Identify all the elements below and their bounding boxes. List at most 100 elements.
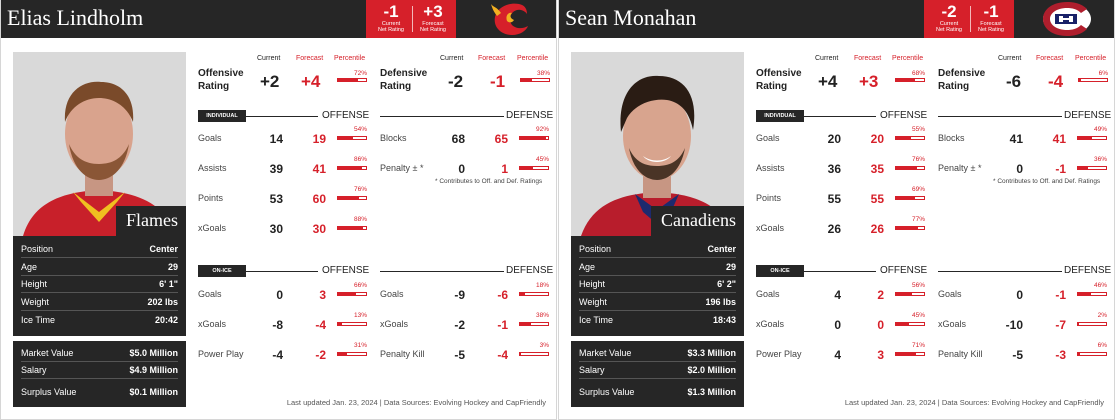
forecast-net-rating: -1 Forecast Net Rating [978, 2, 1004, 33]
on-ice-tag: ON-ICE [198, 265, 246, 277]
stat-percentile: 38% [535, 312, 549, 319]
stat-label: Penalty Kill [938, 349, 983, 359]
stat-current: 0 [1016, 162, 1023, 176]
net-rating-box: -2 Current Net Rating -1 Forecast Net Ra… [924, 0, 1014, 38]
stat-percentile-bar [519, 166, 549, 170]
stat-percentile-bar [1077, 292, 1107, 296]
stat-percentile-bar [337, 292, 367, 296]
stat-forecast: 19 [312, 132, 326, 146]
defensive-rating-forecast: -1 [490, 72, 506, 91]
contract-panel: Market Value $3.3 Million Salary $2.0 Mill… [571, 341, 744, 407]
stat-forecast: -3 [1055, 348, 1066, 362]
stat-current: 68 [451, 132, 465, 146]
stat-percentile-bar [519, 322, 549, 326]
stat-current: 0 [458, 162, 465, 176]
contract-row-surplus: Surplus Value $1.3 Million [579, 387, 736, 397]
contract-panel: Market Value $5.0 Million Salary $4.9 Mill… [13, 341, 186, 407]
stat-forecast: -1 [1055, 162, 1066, 176]
col-header-percentile: Percentile [892, 55, 924, 62]
contract-row-surplus: Surplus Value $0.1 Million [21, 387, 178, 397]
col-header-current: Current [998, 55, 1022, 62]
stat-forecast: 55 [870, 192, 884, 206]
ratings-footnote: * Contributes to Off. and Def. Ratings [993, 178, 1101, 185]
defensive-rating-current: -6 [1006, 72, 1022, 91]
info-row-weight: Weight 196 lbs [579, 297, 736, 311]
defensive-rating-bar [520, 78, 550, 82]
stat-forecast: 3 [319, 288, 326, 302]
team-name-tag: Canadiens [651, 206, 744, 236]
stat-label: Power Play [756, 349, 802, 359]
stat-percentile: 2% [1097, 312, 1107, 319]
stat-label: Penalty Kill [380, 349, 425, 359]
defensive-rating-bar [1078, 78, 1108, 82]
contract-row-salary: Salary $2.0 Million [579, 365, 736, 379]
stat-forecast: 30 [312, 222, 326, 236]
stat-forecast: 41 [312, 162, 326, 176]
footer-note: Last updated Jan. 23, 2024 | Data Source… [286, 398, 546, 407]
stat-label: xGoals [198, 319, 227, 329]
stat-percentile-bar [1077, 322, 1107, 326]
stat-percentile: 46% [1093, 282, 1107, 289]
stat-percentile: 31% [353, 342, 367, 349]
stat-percentile: 77% [911, 216, 925, 223]
stat-label: Power Play [198, 349, 244, 359]
defensive-rating-label: Defensive Rating [380, 68, 428, 92]
info-row-ice-time: Ice Time 18:43 [579, 315, 736, 325]
stat-percentile: 76% [353, 186, 367, 193]
stat-forecast: -1 [497, 318, 508, 332]
stat-percentile: 86% [353, 156, 367, 163]
on-ice-tag: ON-ICE [756, 265, 804, 277]
stat-current: 53 [269, 192, 283, 206]
stat-label: xGoals [756, 319, 785, 329]
stat-label: Points [756, 193, 782, 203]
stat-percentile: 69% [911, 186, 925, 193]
stat-percentile-bar [337, 322, 367, 326]
stat-percentile: 55% [911, 126, 925, 133]
stat-current: -4 [272, 348, 283, 362]
stat-current: -9 [454, 288, 465, 302]
offense-title: OFFENSE [880, 265, 928, 276]
col-header-forecast: Forecast [1036, 55, 1064, 62]
individual-tag: INDIVIDUAL [198, 110, 246, 122]
offensive-rating-current: +2 [260, 72, 280, 91]
stat-percentile: 54% [353, 126, 367, 133]
stat-percentile-bar [519, 136, 549, 140]
player-card-monahan: Sean Monahan -2 Current Net Rating -1 Fo… [558, 0, 1115, 420]
player-name: Sean Monahan [565, 5, 697, 30]
offense-title: OFFENSE [322, 110, 370, 121]
stat-label: Goals [756, 133, 780, 143]
stat-forecast: 2 [877, 288, 884, 302]
offense-title: OFFENSE [880, 110, 928, 121]
defensive-rating-current: -2 [448, 72, 464, 91]
offensive-rating-label: Offensive Rating [756, 68, 802, 92]
stat-current: -5 [454, 348, 465, 362]
offensive-rating-percentile: 72% [353, 70, 367, 77]
stat-label: Goals [756, 289, 780, 299]
stat-current: 0 [1016, 288, 1023, 302]
forecast-net-rating: +3 Forecast Net Rating [420, 2, 446, 33]
stat-current: 55 [827, 192, 841, 206]
stat-current: 30 [269, 222, 283, 236]
stat-forecast: 3 [877, 348, 884, 362]
divider [804, 271, 876, 272]
stat-forecast: 35 [870, 162, 884, 176]
stat-current: -5 [1012, 348, 1023, 362]
net-separator [970, 6, 971, 32]
defensive-rating-percentile: 38% [536, 70, 550, 77]
info-row-height: Height 6' 2" [579, 279, 736, 293]
stat-percentile-bar [337, 352, 367, 356]
contract-row-salary: Salary $4.9 Million [21, 365, 178, 379]
stat-percentile: 56% [911, 282, 925, 289]
info-row-position: Position Center [579, 244, 736, 258]
player-name: Elias Lindholm [7, 5, 144, 30]
offense-title: OFFENSE [322, 265, 370, 276]
stat-percentile: 13% [353, 312, 367, 319]
stat-current: 4 [834, 288, 841, 302]
stat-label: Goals [380, 289, 404, 299]
team-name-tag: Flames [116, 206, 186, 236]
player-photo: Canadiens [571, 52, 744, 236]
stat-current: 20 [827, 132, 841, 146]
current-net-rating: -1 Current Net Rating [378, 2, 404, 33]
offensive-rating-label: Offensive Rating [198, 68, 244, 92]
info-row-weight: Weight 202 lbs [21, 297, 178, 311]
